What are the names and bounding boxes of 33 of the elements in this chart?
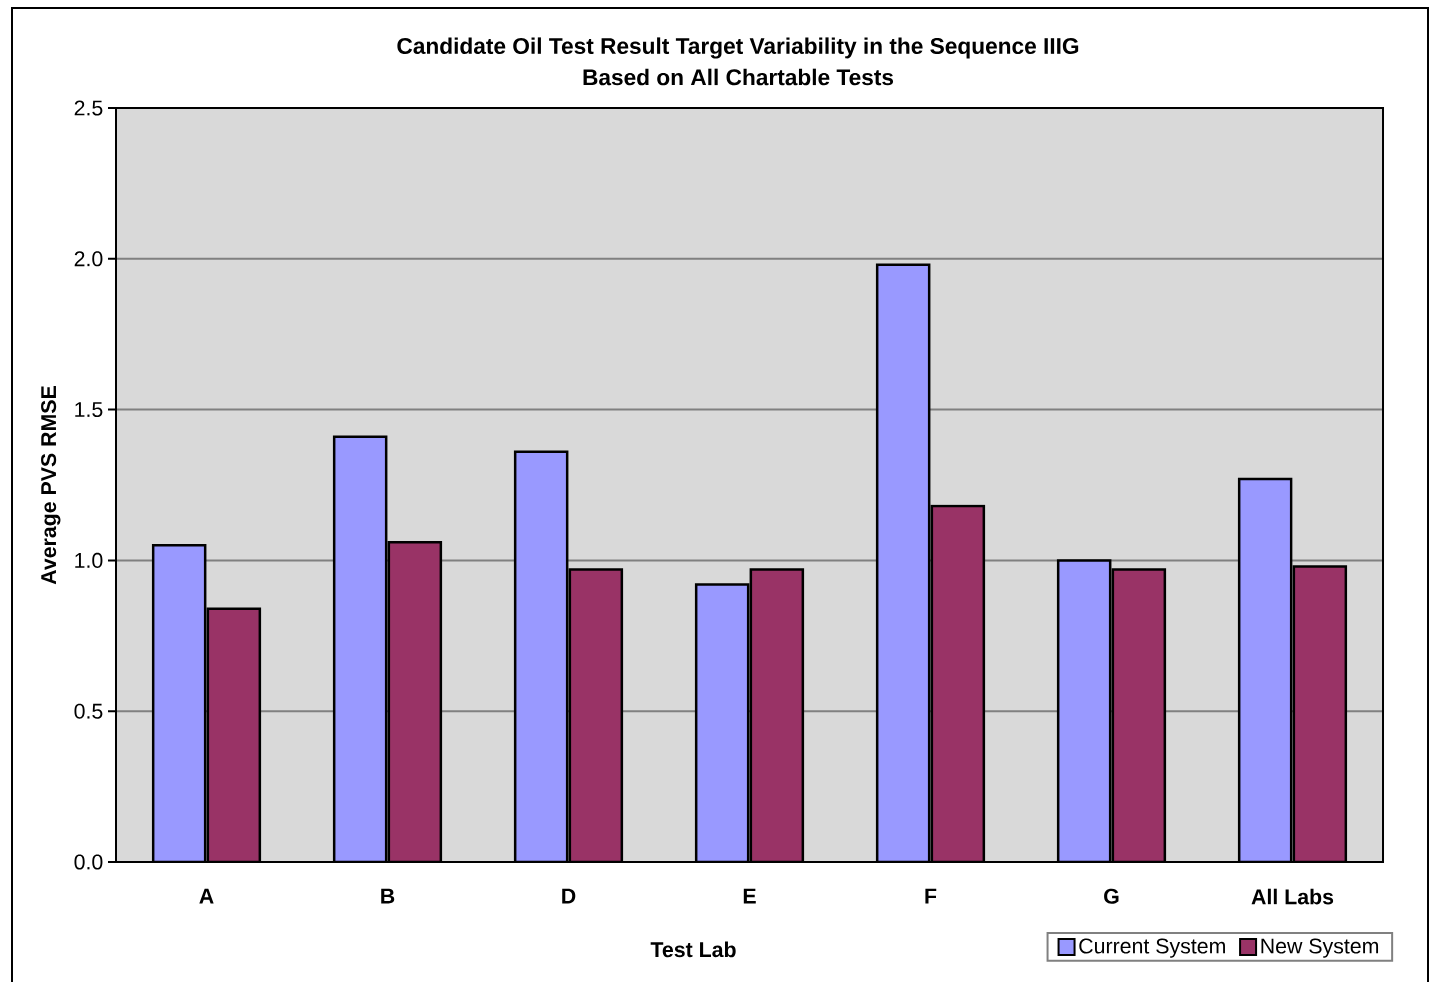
- y-axis-title: Average PVS RMSE: [41, 386, 61, 585]
- x-tick-label: D: [562, 888, 576, 904]
- bar: [568, 568, 624, 862]
- chart-title: Candidate Oil Test Result Target Variability in the Sequence IIIG: [397, 37, 1079, 59]
- y-tick-label: 1.5: [75, 402, 103, 418]
- x-tick-label: B: [381, 888, 395, 904]
- bar: [930, 504, 986, 862]
- bar: [206, 607, 262, 862]
- legend-label: Current System: [1079, 938, 1225, 958]
- bar: [875, 263, 931, 862]
- y-tick-label: 0.5: [74, 703, 103, 719]
- x-axis-title: Test Lab: [650, 941, 736, 958]
- x-tick-label: F: [925, 888, 937, 904]
- bar: [694, 583, 750, 862]
- x-tick-label: G: [1104, 888, 1119, 904]
- legend-label: New System: [1261, 938, 1379, 958]
- bar: [1292, 565, 1348, 862]
- bar: [749, 568, 805, 862]
- bar: [1237, 477, 1293, 862]
- y-tick-label: 2.5: [74, 100, 103, 116]
- chart-subtitle: Based on All Chartable Tests: [583, 68, 894, 86]
- x-tick-label: A: [199, 888, 214, 904]
- x-tick-label: E: [743, 888, 756, 904]
- bar: [332, 435, 388, 862]
- y-tick-label: 2.0: [74, 251, 103, 267]
- y-tick-label: 1.0: [75, 552, 103, 568]
- bar: [151, 544, 207, 862]
- bar: [387, 541, 443, 862]
- bar: [1111, 568, 1167, 862]
- y-tick-label: 0.0: [74, 854, 103, 870]
- bar: [1056, 559, 1112, 862]
- bar: [513, 450, 569, 862]
- x-tick-label: All Labs: [1251, 888, 1334, 905]
